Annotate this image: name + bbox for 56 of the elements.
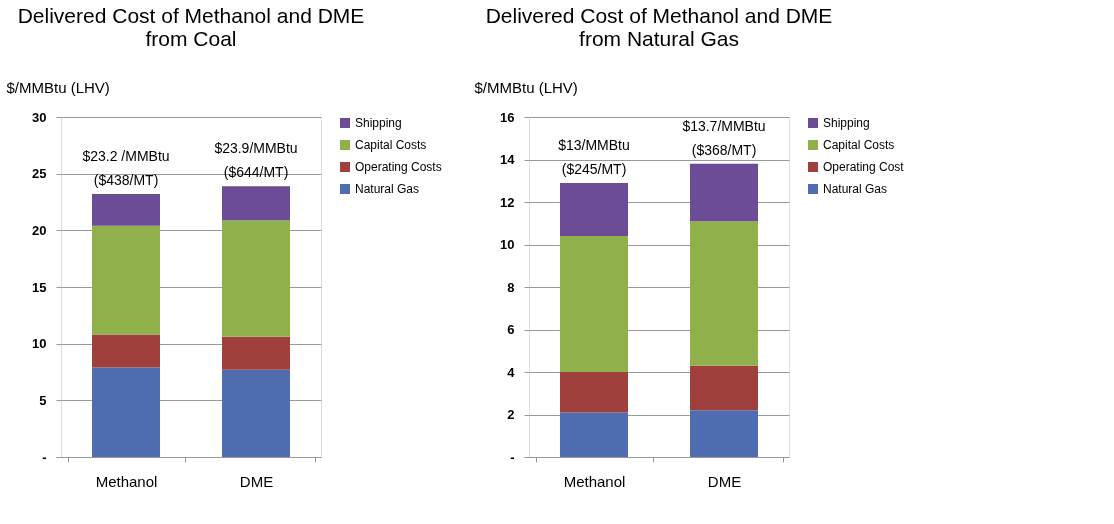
bar: [222, 186, 290, 221]
y-tick-label: 20: [32, 222, 47, 238]
y-tick-label: 12: [500, 194, 515, 210]
y-tick-label: 10: [32, 336, 47, 352]
y-axis-title: $/MMBtu (LHV): [474, 78, 578, 96]
x-tick-label: Methanol: [95, 472, 158, 490]
bar: [92, 334, 160, 368]
y-tick-label: 30: [32, 109, 47, 125]
y-tick-label: 5: [39, 392, 47, 408]
y-tick-label: 8: [507, 279, 515, 295]
annotation: ($644/MT): [223, 164, 289, 181]
bar: [560, 236, 628, 372]
y-tick-label: 15: [32, 279, 47, 295]
legend-label: Capital Costs: [355, 138, 427, 152]
y-tick-label: 16: [500, 109, 515, 125]
bar: [560, 412, 628, 457]
bar: [560, 182, 628, 236]
bar: [92, 194, 160, 226]
bar: [222, 336, 290, 370]
legend-label: Shipping: [823, 116, 870, 130]
annotation: $13/MMBtu: [558, 136, 630, 153]
annotation: $23.9/MMBtu: [214, 140, 298, 157]
y-tick-label: 2: [507, 407, 515, 422]
y-tick-label: 6: [507, 322, 515, 337]
y-tick-label: 25: [32, 166, 47, 182]
annotation: $23.2 /MMBtu: [82, 148, 170, 165]
legend-label: Operating Cost: [823, 160, 905, 174]
legend-label: Operating Costs: [355, 160, 442, 174]
bar: [222, 220, 290, 337]
bar: [690, 163, 758, 222]
x-tick-label: DME: [239, 472, 274, 490]
legend-label: Shipping: [355, 116, 402, 130]
bar: [690, 410, 758, 457]
annotation: ($245/MT): [561, 160, 627, 177]
bar: [222, 369, 290, 457]
annotation: ($438/MT): [93, 172, 159, 189]
y-tick-label: -: [42, 449, 47, 465]
bar: [690, 365, 758, 411]
bar: [690, 221, 758, 366]
bar: [560, 372, 628, 413]
y-tick-label: 14: [500, 152, 516, 167]
y-tick-label: -: [510, 449, 515, 465]
legend-label: Natural Gas: [355, 182, 420, 196]
chart-title: Delivered Cost of Methanol and DME from Natural Gas: [485, 4, 833, 50]
bar: [92, 367, 160, 457]
bar: [92, 225, 160, 335]
y-axis-title: $/MMBtu (LHV): [6, 78, 110, 96]
y-tick-label: 10: [500, 237, 515, 252]
x-tick-label: Methanol: [563, 472, 626, 490]
annotation: ($368/MT): [691, 141, 757, 158]
chart-title: Delivered Cost of Methanol and DME from Coal: [17, 4, 365, 50]
annotation: $13.7/MMBtu: [682, 117, 766, 134]
legend-label: Natural Gas: [823, 182, 888, 196]
x-tick-label: DME: [707, 472, 742, 490]
legend-label: Capital Costs: [823, 138, 895, 152]
y-tick-label: 4: [507, 364, 516, 380]
